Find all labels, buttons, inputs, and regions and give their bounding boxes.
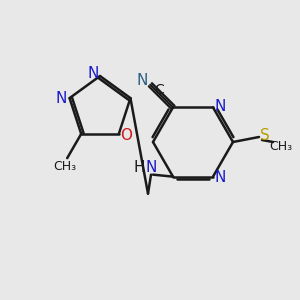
Text: N: N [87,67,99,82]
Text: N: N [56,91,67,106]
Text: CH₃: CH₃ [269,140,292,154]
Text: S: S [260,128,270,142]
Text: N: N [145,160,157,175]
Text: N: N [214,170,226,185]
Text: N: N [214,99,226,114]
Text: H: H [133,160,145,175]
Text: CH₃: CH₃ [54,160,77,172]
Text: C: C [154,83,164,97]
Text: O: O [120,128,132,143]
Text: N: N [137,73,148,88]
